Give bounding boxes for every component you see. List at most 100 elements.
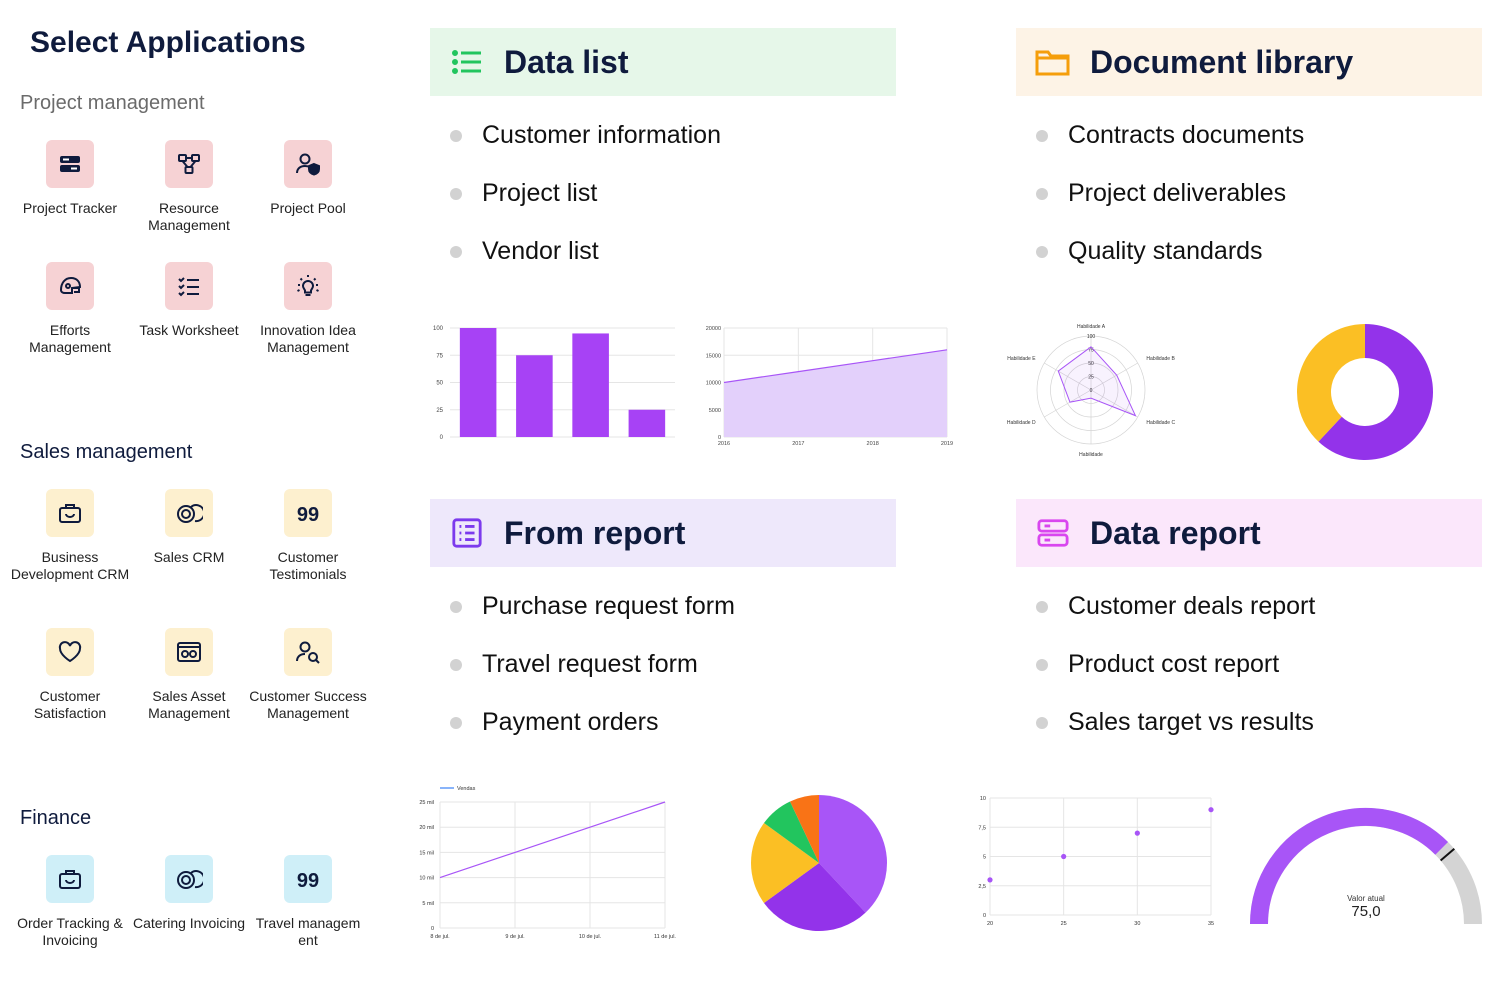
- tick-label: 20: [987, 921, 993, 927]
- app-sales-crm[interactable]: Sales CRM: [129, 489, 249, 566]
- tick-label: 5: [983, 855, 986, 861]
- radar-axis: [1090, 389, 1138, 418]
- tick-label: 0: [1090, 388, 1093, 394]
- app-innovation-idea-management[interactable]: Innovation Idea Management: [248, 262, 368, 356]
- tick-label: 0: [718, 435, 721, 441]
- network-icon: [165, 140, 213, 188]
- tick-label: 75: [1088, 348, 1094, 354]
- panel-title: Document library: [1090, 43, 1354, 80]
- svg-text:99: 99: [297, 504, 319, 526]
- list-item[interactable]: Payment orders: [430, 707, 896, 765]
- pie-slice: [819, 795, 887, 913]
- tick-label: 25: [1061, 921, 1067, 927]
- document-library-items: Contracts documents Project deliverables…: [1016, 120, 1482, 294]
- app-customer-testimonials[interactable]: 99 Customer Testimonials: [248, 489, 368, 583]
- gauge-label: Valor atual: [1347, 894, 1385, 903]
- list-item[interactable]: Product cost report: [1016, 649, 1482, 707]
- tick-label: 15000: [706, 353, 721, 359]
- form-icon: [448, 514, 486, 552]
- panel-header-document-library[interactable]: Document library: [1016, 28, 1482, 96]
- app-customer-success-management[interactable]: Customer Success Management: [248, 628, 368, 722]
- tick-label: 20000: [706, 326, 721, 332]
- app-project-pool[interactable]: Project Pool: [248, 140, 368, 217]
- axis-label: Habilidade D: [1007, 420, 1036, 426]
- app-resource-management[interactable]: Resource Management: [129, 140, 249, 234]
- app-efforts-management[interactable]: Efforts Management: [10, 262, 130, 356]
- app-project-tracker[interactable]: Project Tracker: [10, 140, 130, 217]
- radar-axis: [1090, 362, 1138, 391]
- panel-header-data-report[interactable]: Data report: [1016, 499, 1482, 567]
- briefcase-icon: [46, 855, 94, 903]
- app-travel-management[interactable]: 99 Travel managem ent: [248, 855, 368, 949]
- section-label-project: Project management: [20, 92, 205, 114]
- app-task-worksheet[interactable]: Task Worksheet: [129, 262, 249, 339]
- list-item[interactable]: Vendor list: [430, 236, 896, 294]
- asset-icon: [165, 628, 213, 676]
- tick-label: 7,5: [978, 825, 986, 831]
- bar: [516, 355, 553, 437]
- scatter-point: [987, 877, 993, 883]
- tick-label: 8 de jul.: [430, 934, 450, 940]
- tick-label: 2016: [718, 441, 730, 447]
- list-item[interactable]: Purchase request form: [430, 591, 896, 649]
- helmet-icon: [46, 262, 94, 310]
- axis-label: Habilidade B: [1146, 356, 1175, 362]
- bar: [459, 328, 497, 437]
- line-chart: Vendas 25 mil 20 mil 15 mil 10 mil 5 mil 0 8 de…: [419, 786, 676, 940]
- radar-axis: [1044, 362, 1092, 391]
- tick-label: 0: [983, 913, 986, 919]
- list-item[interactable]: Customer information: [430, 120, 896, 178]
- app-business-development-crm[interactable]: Business Development CRM: [10, 489, 130, 583]
- tick-label: 2017: [792, 441, 804, 447]
- radar-axis: [1044, 389, 1092, 418]
- list-item[interactable]: Travel request form: [430, 649, 896, 707]
- list-item[interactable]: Contracts documents: [1016, 120, 1482, 178]
- app-customer-satisfaction[interactable]: Customer Satisfaction: [10, 628, 130, 722]
- panel-header-data-list[interactable]: Data list: [430, 28, 896, 96]
- panel-header-from-report[interactable]: From report: [430, 499, 896, 567]
- app-label: Travel managem ent: [255, 915, 361, 948]
- app-sales-asset-management[interactable]: Sales Asset Management: [129, 628, 249, 722]
- tick-label: 25 mil: [419, 800, 434, 806]
- briefcase-icon: [46, 489, 94, 537]
- axis-label: Habilidade: [1079, 452, 1103, 458]
- tick-label: 2,5: [978, 884, 986, 890]
- server-icon: [46, 140, 94, 188]
- tick-label: 15 mil: [419, 850, 434, 856]
- list-item[interactable]: Project deliverables: [1016, 178, 1482, 236]
- tick-label: 75: [436, 353, 443, 359]
- scatter-point: [1208, 807, 1214, 813]
- app-label: Project Pool: [270, 200, 346, 216]
- scatter-chart: 10 7,5 5 2,5 020 25 30 35: [978, 796, 1214, 927]
- axis-label: Habilidade C: [1146, 420, 1175, 426]
- folder-icon: [1034, 43, 1072, 81]
- app-label: Business Development CRM: [10, 549, 130, 582]
- series-line: [439, 801, 666, 879]
- gauge-fill: [1250, 808, 1449, 925]
- app-order-tracking-invoicing[interactable]: Order Tracking & Invoicing: [10, 855, 130, 949]
- tick-label: 11 de jul.: [654, 934, 676, 940]
- list-item[interactable]: Project list: [430, 178, 896, 236]
- list-item[interactable]: Sales target vs results: [1016, 707, 1482, 765]
- tick-label: 100: [433, 326, 444, 332]
- bar: [628, 409, 666, 437]
- tick-label: 35: [1208, 921, 1214, 927]
- list-item[interactable]: Customer deals report: [1016, 591, 1482, 649]
- scatter-point: [1134, 830, 1140, 836]
- gauge-value: 75,0: [1351, 903, 1380, 920]
- lightbulb-icon: [284, 262, 332, 310]
- from-report-items: Purchase request form Travel request for…: [430, 591, 896, 765]
- donut-slice: [1318, 324, 1433, 460]
- list-item[interactable]: Quality standards: [1016, 236, 1482, 294]
- app-label: Task Worksheet: [139, 322, 239, 338]
- app-label: Efforts Management: [29, 322, 111, 355]
- heart-icon: [46, 628, 94, 676]
- area-fill: [724, 349, 947, 437]
- checklist-icon: [165, 262, 213, 310]
- axis-label: Habilidade A: [1077, 324, 1106, 330]
- quote-icon: 99: [284, 489, 332, 537]
- app-catering-invoicing[interactable]: Catering Invoicing: [129, 855, 249, 932]
- panel-title: Data list: [504, 43, 629, 80]
- app-label: Customer Success Management: [249, 688, 367, 721]
